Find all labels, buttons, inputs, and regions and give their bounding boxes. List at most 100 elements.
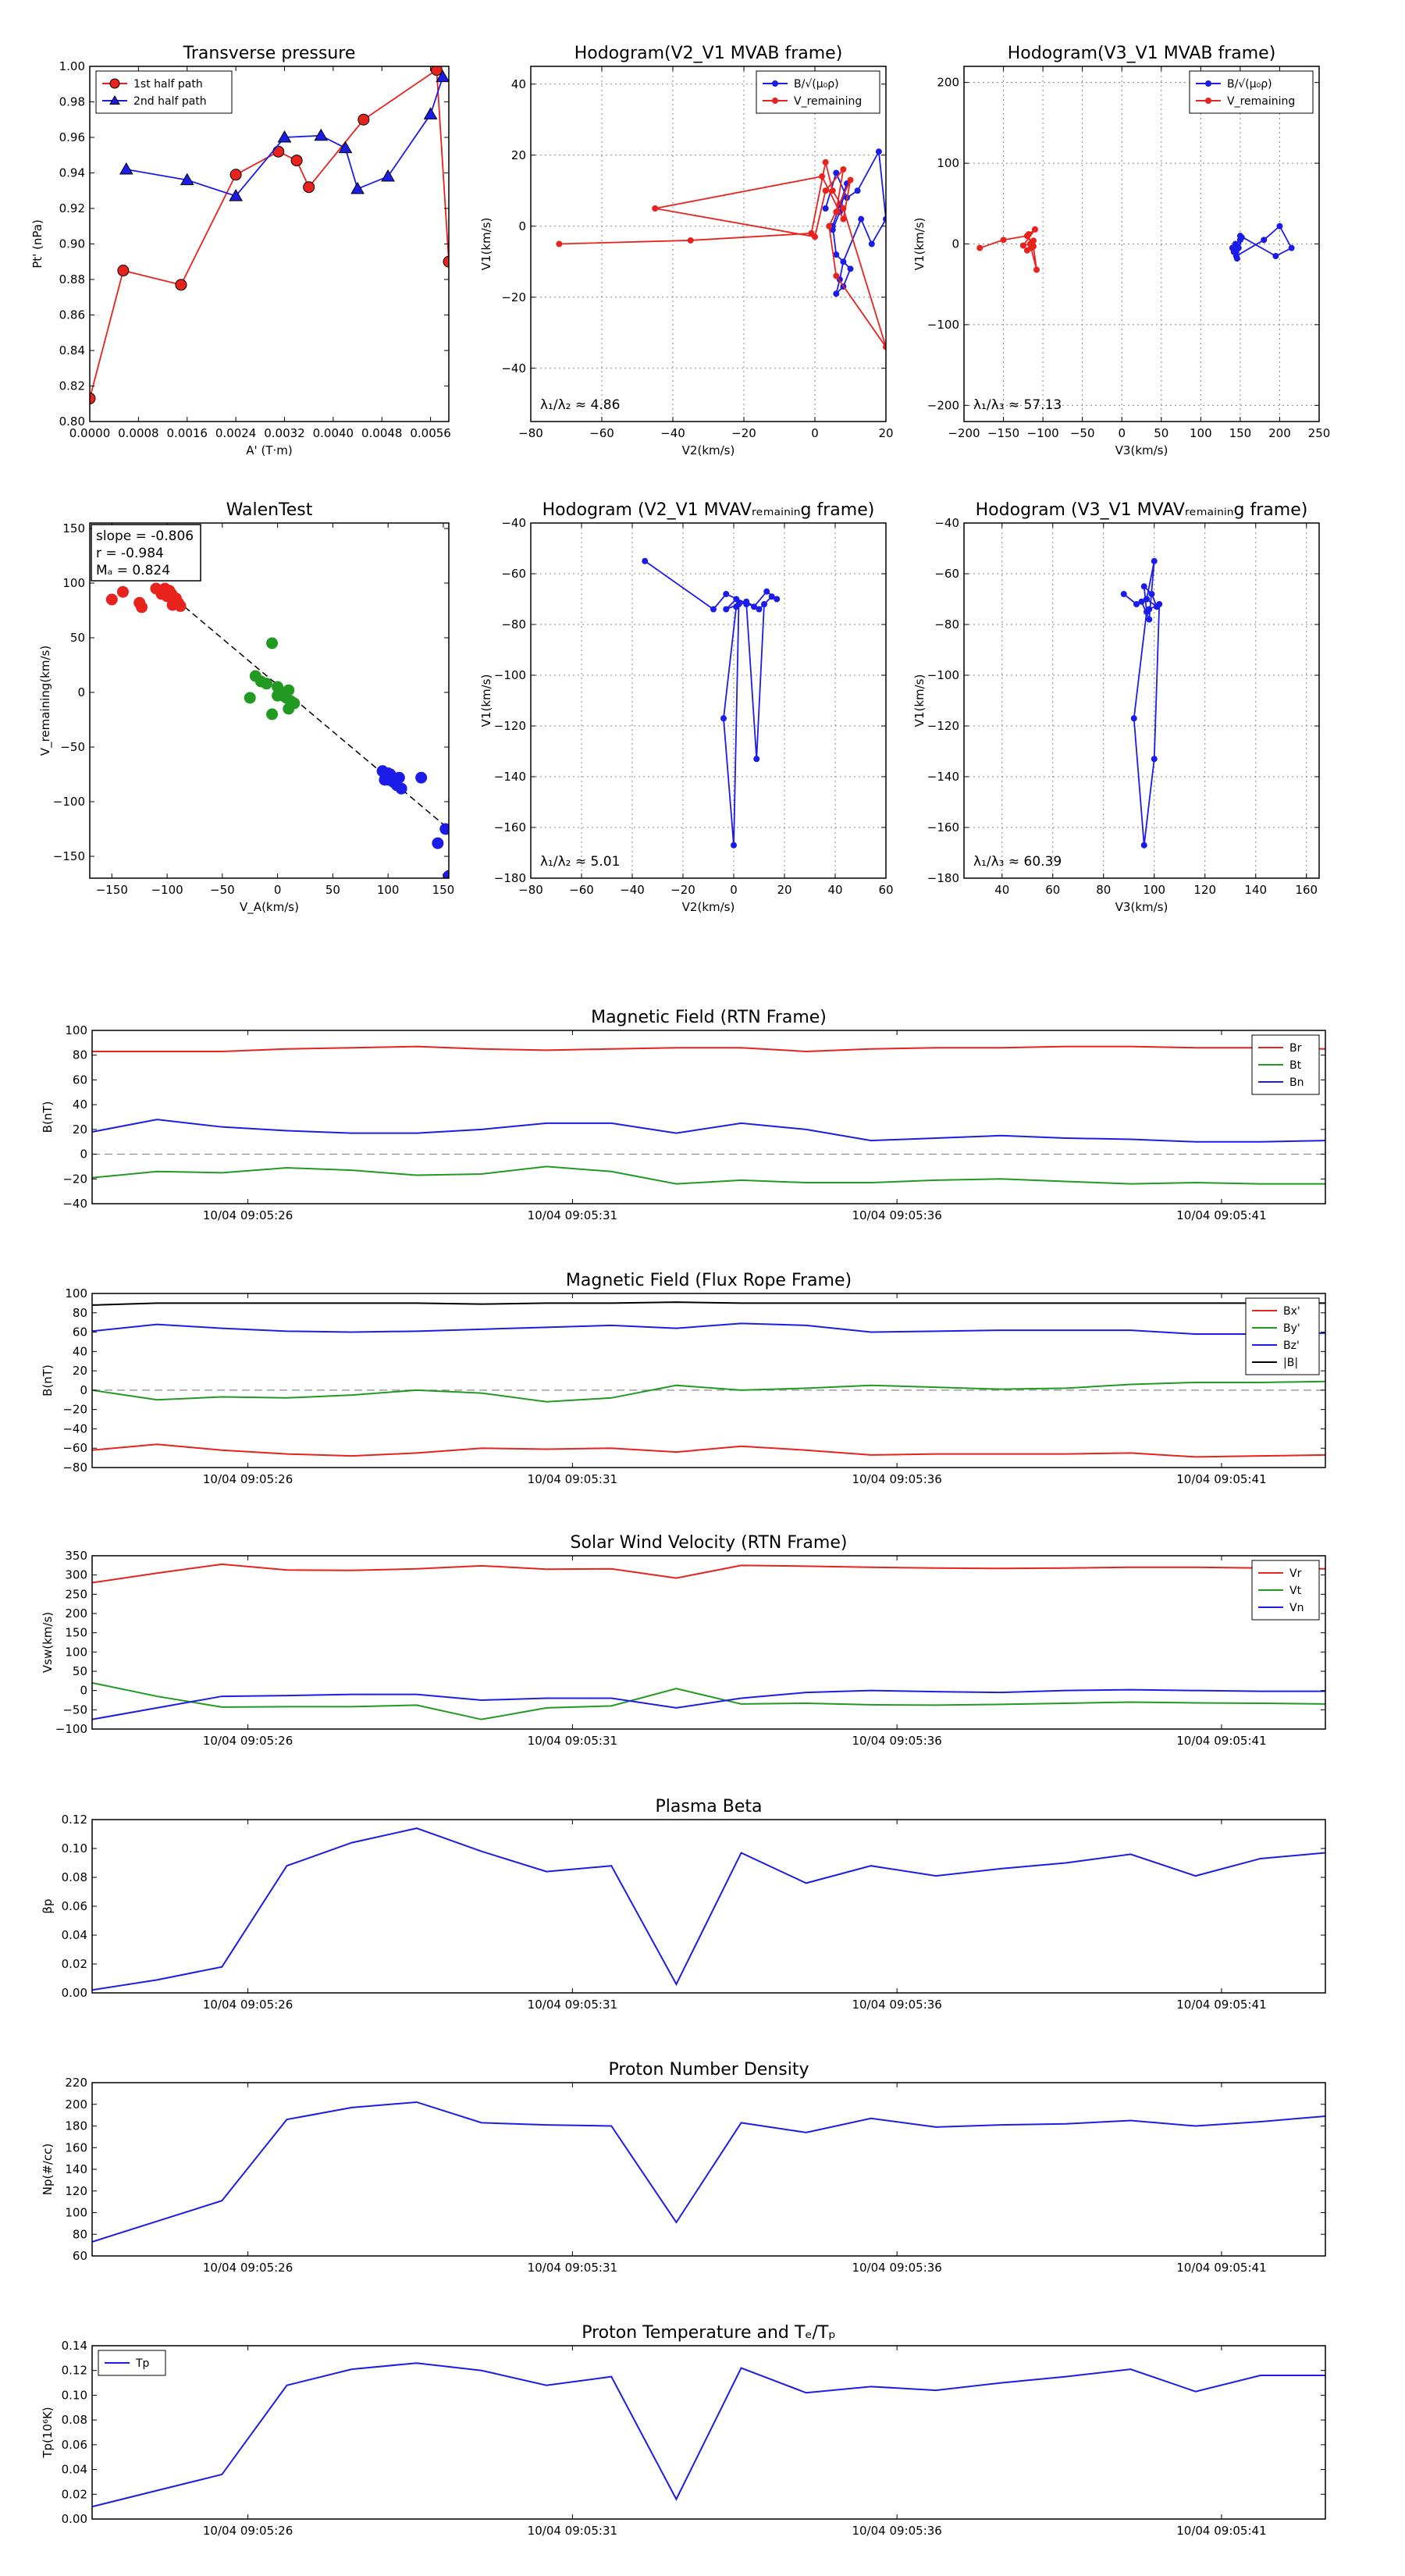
y-tick-label: 60 xyxy=(73,1325,87,1340)
data-point xyxy=(180,173,194,186)
y-tick-label: 160 xyxy=(65,2140,87,2154)
data-point xyxy=(283,703,295,715)
plot-frame xyxy=(530,66,887,422)
x-tick-label: −20 xyxy=(670,883,695,897)
data-point xyxy=(350,181,365,194)
data-point xyxy=(1023,247,1030,254)
y-tick-label: 0.02 xyxy=(62,2487,87,2501)
legend: Br Bt Bn xyxy=(1251,1034,1320,1095)
x-tick-label: −50 xyxy=(210,883,235,897)
y-tick-label: 0.06 xyxy=(62,2438,87,2452)
data-point xyxy=(812,233,818,240)
y-tick-label: 150 xyxy=(62,521,85,535)
plot-frame xyxy=(89,522,450,879)
y-tick-label: 40 xyxy=(73,1098,87,1112)
x-tick-label: 10/04 09:05:36 xyxy=(852,2524,941,2538)
x-tick-label: 10/04 09:05:26 xyxy=(203,2261,293,2275)
chart-p8: 10/04 09:05:26 10/04 09:05:31 10/04 09:05:… xyxy=(41,1271,1326,1486)
y-tick-label: 0.04 xyxy=(62,2463,87,2477)
y-axis-label: V1(km/s) xyxy=(479,674,493,728)
y-tick-label: 220 xyxy=(65,2076,87,2090)
x-tick-label: 150 xyxy=(1229,426,1252,440)
y-tick-label: 60 xyxy=(73,1073,87,1087)
y-tick-label: −200 xyxy=(927,398,959,412)
y-axis-label: Tp(10⁶K) xyxy=(41,2407,55,2458)
x-tick-label: 100 xyxy=(377,883,400,897)
y-tick-label: −20 xyxy=(501,290,526,304)
y-tick-label: −60 xyxy=(934,567,959,581)
legend-label: Bt xyxy=(1289,1059,1302,1072)
plot-area xyxy=(92,1820,1325,1993)
y-axis-label: Vsw(km/s) xyxy=(41,1612,55,1673)
y-tick-label: 0.84 xyxy=(59,343,85,358)
series-line-bn xyxy=(92,1119,1325,1143)
y-axis-label: βp xyxy=(41,1898,55,1913)
plot-area xyxy=(92,2083,1325,2256)
data-point xyxy=(1144,596,1150,603)
x-tick-label: 10/04 09:05:31 xyxy=(528,1734,617,1748)
y-tick-label: 0.10 xyxy=(62,1841,87,1856)
data-point xyxy=(733,596,740,603)
data-point xyxy=(829,187,836,194)
legend: 1st half path 2nd half path xyxy=(95,70,233,114)
legend-label: Vt xyxy=(1289,1585,1302,1597)
data-point xyxy=(443,255,449,268)
data-point xyxy=(1232,240,1239,247)
data-point xyxy=(283,684,295,696)
x-tick-label: 160 xyxy=(1295,883,1318,897)
plot-content xyxy=(90,66,449,404)
chart-p2: −80 −60 −40 −20 0 20 −40 −20 0 20 40 Hodogram(V2_V1… xyxy=(479,44,894,457)
y-tick-label: −160 xyxy=(494,820,526,834)
data-point xyxy=(381,169,395,182)
legend-label: Br xyxy=(1289,1042,1302,1055)
chart-p9: 10/04 09:05:26 10/04 09:05:31 10/04 09:05:… xyxy=(41,1533,1326,1748)
series-line-tp xyxy=(92,2362,1325,2508)
y-tick-label: −40 xyxy=(62,1197,87,1211)
data-point xyxy=(266,637,279,649)
data-point xyxy=(1233,255,1240,262)
eigenvalue-ratio-annotation: λ₁/λ₃ ≈ 57.13 xyxy=(973,397,1062,413)
data-point xyxy=(723,591,730,597)
data-point xyxy=(277,130,292,143)
y-tick-label: 0 xyxy=(518,219,526,233)
chart-p1: 0.0000 0.0008 0.0016 0.0024 0.0032 0.0040 0.00… xyxy=(30,44,451,457)
data-point xyxy=(1148,591,1155,597)
y-tick-label: 200 xyxy=(65,2097,87,2112)
data-point xyxy=(1276,222,1283,229)
x-axis-label: V_A(km/s) xyxy=(240,900,299,915)
plot-area xyxy=(964,523,1319,878)
y-axis-label: V1(km/s) xyxy=(912,674,927,728)
legend-marker xyxy=(1205,98,1211,104)
y-tick-label: 40 xyxy=(73,1344,87,1358)
eigenvalue-ratio-annotation: λ₁/λ₂ ≈ 4.86 xyxy=(540,397,620,413)
data-point xyxy=(840,205,847,212)
y-tick-label: 100 xyxy=(62,576,85,590)
plot-area xyxy=(531,523,886,878)
data-point xyxy=(731,841,737,849)
x-tick-label: 200 xyxy=(1268,426,1291,440)
x-tick-label: 10/04 09:05:41 xyxy=(1176,2524,1266,2538)
data-point xyxy=(833,169,840,176)
plot-frame xyxy=(91,2345,1326,2520)
y-tick-label: −160 xyxy=(927,820,959,834)
y-tick-label: 80 xyxy=(73,1306,87,1320)
y-tick-label: 50 xyxy=(70,631,85,645)
y-tick-label: −80 xyxy=(62,1461,87,1475)
series-line-b xyxy=(1123,560,1161,845)
stats-line: Mₐ = 0.824 xyxy=(96,563,170,578)
legend-label: B/√(μ₀ρ) xyxy=(1227,78,1272,91)
x-tick-label: 40 xyxy=(994,883,1009,897)
x-tick-label: 10/04 09:05:36 xyxy=(852,1208,941,1222)
y-tick-label: −20 xyxy=(62,1172,87,1186)
y-tick-label: 0.88 xyxy=(59,272,85,286)
data-point xyxy=(556,240,563,247)
series-line-bz xyxy=(92,1322,1325,1336)
data-point xyxy=(1138,598,1145,605)
plot-area xyxy=(964,66,1319,422)
x-tick-label: −80 xyxy=(518,426,543,440)
data-point xyxy=(1032,226,1038,233)
y-tick-label: −120 xyxy=(494,719,526,733)
x-tick-label: 10/04 09:05:36 xyxy=(852,2261,941,2275)
plot-frame xyxy=(91,1555,1326,1730)
y-tick-label: 0.14 xyxy=(62,2339,87,2353)
